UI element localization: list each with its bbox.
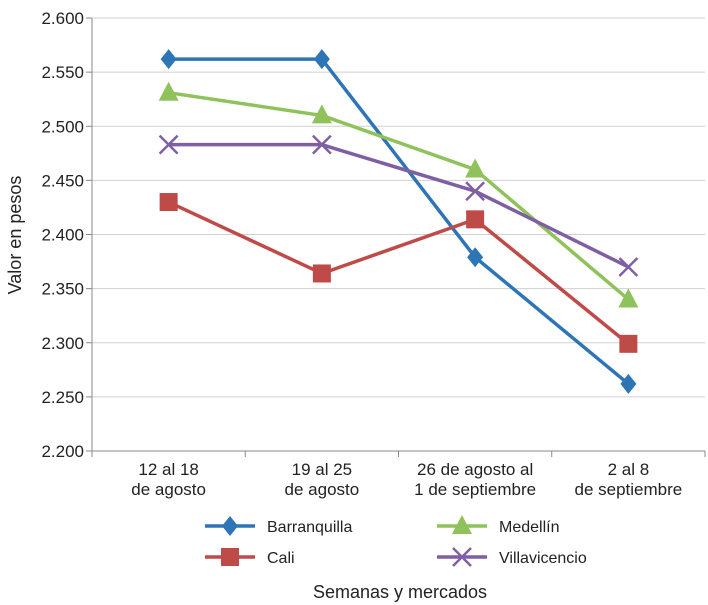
data-point: [311, 104, 332, 124]
data-point: [467, 247, 484, 268]
data-point: [620, 373, 637, 394]
y-tick-label: 2.550: [41, 63, 84, 82]
y-tick-label: 2.500: [41, 117, 84, 136]
data-point: [618, 257, 639, 277]
data-point: [618, 288, 639, 308]
legend-label: Medellín: [499, 519, 559, 536]
series-line: [168, 90, 630, 301]
y-tick-label: 2.200: [41, 442, 84, 461]
legend-item: Barranquilla: [205, 516, 352, 536]
series-line: [168, 142, 630, 269]
series-group: [158, 49, 639, 394]
y-tick-label: 2.600: [41, 9, 84, 28]
y-tick-label: 2.250: [41, 388, 84, 407]
data-point: [159, 193, 178, 212]
legend-item: Villavicencio: [437, 547, 587, 567]
y-axis-title: Valor en pesos: [5, 176, 25, 295]
data-point: [158, 134, 179, 155]
data-point: [466, 210, 485, 229]
y-tick-label: 2.450: [41, 171, 84, 190]
legend-label: Barranquilla: [267, 519, 352, 536]
series-medellin: [158, 81, 639, 308]
x-axis-title: Semanas y mercados: [313, 582, 487, 602]
x-tick-label: 12 al 18 de agosto: [131, 460, 206, 499]
data-point: [465, 158, 486, 178]
x-axis-ticks: 12 al 18 de agosto 19 al 25 de agosto 26 de …: [91, 451, 706, 499]
data-point: [158, 81, 179, 101]
legend-marker: [452, 547, 472, 567]
x-tick-label: 2 al 8 de septiembre: [575, 460, 683, 499]
y-axis-ticks: 2.200 2.250 2.300 2.350 2.400 2.450 2.500 2.550…: [41, 9, 92, 461]
data-point: [619, 334, 638, 353]
series-villavicencio: [158, 134, 639, 277]
y-tick-label: 2.300: [41, 334, 84, 353]
legend-marker: [221, 548, 239, 566]
series-barranquilla: [160, 49, 637, 394]
legend-item: Medellín: [437, 515, 559, 536]
legend-label: Villavicencio: [499, 550, 587, 567]
y-tick-label: 2.400: [41, 226, 84, 245]
data-point: [312, 264, 331, 283]
series-line: [167, 200, 630, 346]
x-tick-label: 26 de agosto al 1 de septiembre: [414, 460, 536, 499]
gridlines: [92, 17, 705, 452]
legend-label: Cali: [267, 550, 295, 567]
data-point: [313, 49, 330, 70]
series-cali: [159, 193, 638, 353]
y-tick-label: 2.350: [41, 280, 84, 299]
data-point: [311, 134, 332, 155]
legend-item: Cali: [205, 548, 295, 567]
legend-marker: [452, 515, 472, 534]
legend: Barranquilla Medellín Cali Villavicencio: [205, 515, 587, 567]
data-point: [465, 181, 486, 202]
series-line: [168, 57, 630, 386]
legend-marker: [222, 516, 238, 536]
x-tick-label: 19 al 25 de agosto: [285, 460, 360, 499]
data-point: [160, 49, 177, 70]
